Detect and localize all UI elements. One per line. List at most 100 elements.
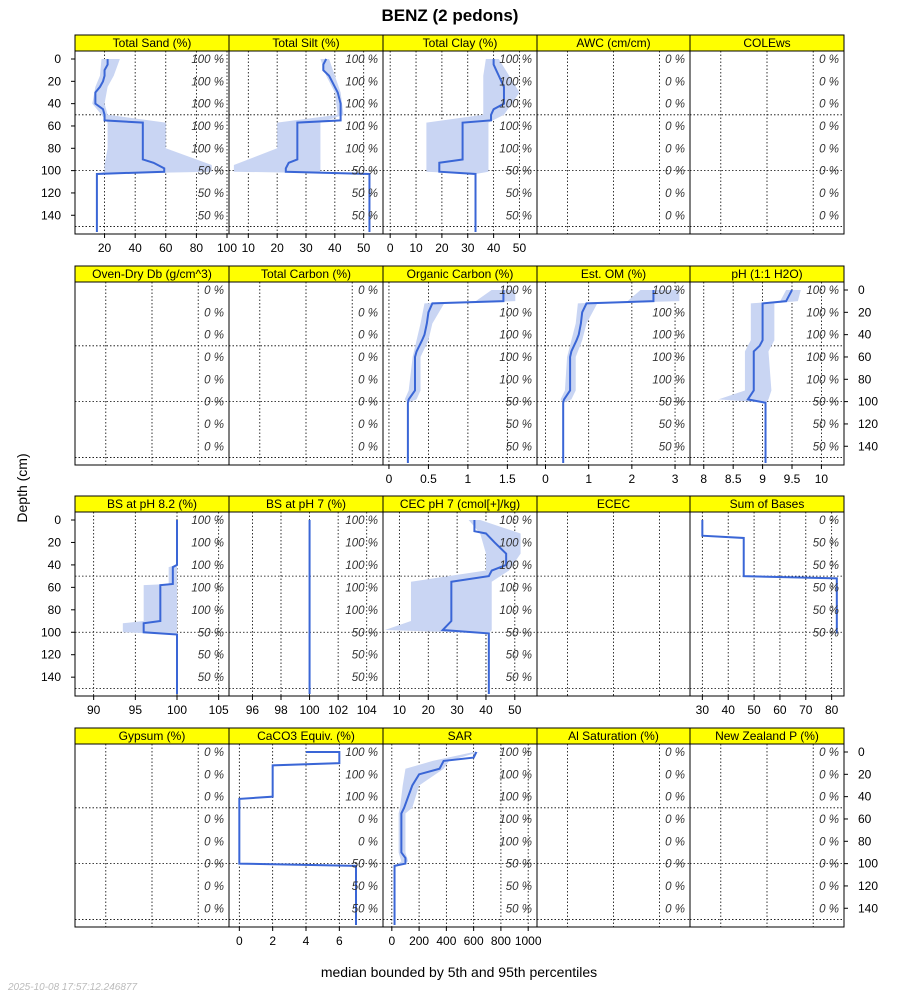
percent-label: 50 % (506, 210, 532, 222)
percent-label: 50 % (813, 397, 839, 409)
x-tick-label: 10 (815, 472, 829, 486)
x-tick-label: 30 (461, 241, 475, 255)
percent-label: 100 % (499, 330, 532, 342)
percent-label: 0 % (358, 352, 378, 364)
x-tick-label: 50 (508, 703, 522, 717)
percent-label: 100 % (345, 121, 378, 133)
percentile-band (718, 290, 801, 463)
percent-label: 100 % (499, 769, 532, 781)
panel-0: Total Sand (%) 100 % 100 % 100 % 100 % 100 % 5… (74, 34, 237, 255)
panel-4: COLEws 0 % 0 % 0 % 0 % 0 % 0 % 0 % 0 % (689, 34, 845, 235)
panel-strip-label: Oven-Dry Db (g/cm^3) (92, 267, 212, 281)
panel-strip-label: AWC (cm/cm) (576, 36, 650, 50)
percent-label: 100 % (499, 515, 532, 527)
x-tick-label: 30 (299, 241, 313, 255)
percent-label: 50 % (506, 397, 532, 409)
y-tick-label: 120 (41, 648, 61, 662)
x-tick-label: 2 (629, 472, 636, 486)
y-tick-label: 60 (858, 350, 872, 364)
percent-label: 0 % (358, 307, 378, 319)
x-tick-label: 105 (209, 703, 229, 717)
percent-label: 0 % (819, 54, 839, 66)
percent-label: 100 % (499, 792, 532, 804)
percent-label: 100 % (345, 769, 378, 781)
percentile-band (385, 520, 521, 694)
y-tick-label: 60 (48, 119, 62, 133)
x-tick-label: 8.5 (725, 472, 742, 486)
panel-10: BS at pH 8.2 (%) 100 % 100 % 100 % 100 % 100 … (74, 495, 230, 717)
percent-label: 0 % (819, 836, 839, 848)
y-tick-label: 0 (54, 513, 61, 527)
x-tick-label: 200 (409, 934, 429, 948)
percent-label: 0 % (665, 210, 685, 222)
percent-label: 0 % (665, 903, 685, 915)
percent-label: 100 % (499, 836, 532, 848)
panel-5: Oven-Dry Db (g/cm^3) 0 % 0 % 0 % 0 % 0 % 0 % 0 … (74, 265, 230, 466)
percent-label: 0 % (204, 769, 224, 781)
x-tick-label: 100 (300, 703, 320, 717)
percent-label: 100 % (345, 560, 378, 572)
percent-label: 0 % (819, 188, 839, 200)
x-tick-label: 0 (386, 472, 393, 486)
x-tick-label: 8 (700, 472, 707, 486)
x-tick-label: 20 (422, 703, 436, 717)
panel-frame (689, 50, 845, 235)
percent-label: 0 % (358, 419, 378, 431)
percent-label: 100 % (806, 330, 839, 342)
percent-label: 100 % (806, 352, 839, 364)
x-tick-label: 100 (217, 241, 237, 255)
x-tick-label: 0 (387, 241, 394, 255)
percent-label: 100 % (191, 560, 224, 572)
x-tick-label: 96 (246, 703, 260, 717)
percent-label: 50 % (352, 166, 378, 178)
x-tick-label: 60 (773, 703, 787, 717)
percent-label: 0 % (204, 419, 224, 431)
percent-label: 0 % (358, 285, 378, 297)
percent-label: 0 % (204, 374, 224, 386)
panel-strip-label: Total Sand (%) (113, 36, 192, 50)
percent-label: 0 % (204, 352, 224, 364)
x-tick-label: 3 (672, 472, 679, 486)
percent-label: 0 % (819, 881, 839, 893)
x-tick-label: 100 (167, 703, 187, 717)
x-tick-label: 20 (98, 241, 112, 255)
panel-1: Total Silt (%) 100 % 100 % 100 % 100 % 100 % 5… (228, 34, 384, 255)
median-line (746, 289, 793, 463)
panel-3: AWC (cm/cm) 0 % 0 % 0 % 0 % 0 % 0 % 0 % 0 % (536, 34, 691, 235)
percent-label: 100 % (191, 582, 224, 594)
percent-label: 0 % (665, 188, 685, 200)
percent-label: 0 % (665, 769, 685, 781)
x-tick-label: 60 (159, 241, 173, 255)
panel-18: Al Saturation (%) 0 % 0 % 0 % 0 % 0 % 0 % 0 % 0 … (536, 727, 691, 928)
x-tick-label: 800 (491, 934, 511, 948)
percent-label: 100 % (499, 582, 532, 594)
percent-label: 50 % (813, 419, 839, 431)
percent-label: 100 % (191, 54, 224, 66)
x-tick-label: 50 (513, 241, 527, 255)
percent-label: 100 % (499, 285, 532, 297)
percent-label: 0 % (819, 792, 839, 804)
percent-label: 100 % (499, 143, 532, 155)
percent-label: 0 % (819, 814, 839, 826)
percentile-band (122, 520, 177, 694)
percent-label: 50 % (506, 419, 532, 431)
percent-label: 50 % (506, 441, 532, 453)
percent-label: 100 % (499, 605, 532, 617)
timestamp: 2025-10-08 17:57:12.246877 (7, 982, 137, 993)
x-tick-label: 90 (87, 703, 101, 717)
percent-label: 100 % (652, 285, 685, 297)
percent-label: 0 % (204, 441, 224, 453)
percent-label: 50 % (198, 650, 224, 662)
y-axis-label: Depth (cm) (14, 453, 30, 522)
median-line (94, 59, 166, 232)
y-tick-label: 40 (48, 97, 62, 111)
percent-label: 100 % (652, 330, 685, 342)
x-tick-label: 80 (190, 241, 204, 255)
percent-label: 100 % (191, 99, 224, 111)
panel-frame (689, 743, 845, 928)
x-tick-label: 80 (825, 703, 839, 717)
percent-label: 50 % (813, 441, 839, 453)
percent-label: 50 % (198, 166, 224, 178)
percent-label: 50 % (198, 210, 224, 222)
